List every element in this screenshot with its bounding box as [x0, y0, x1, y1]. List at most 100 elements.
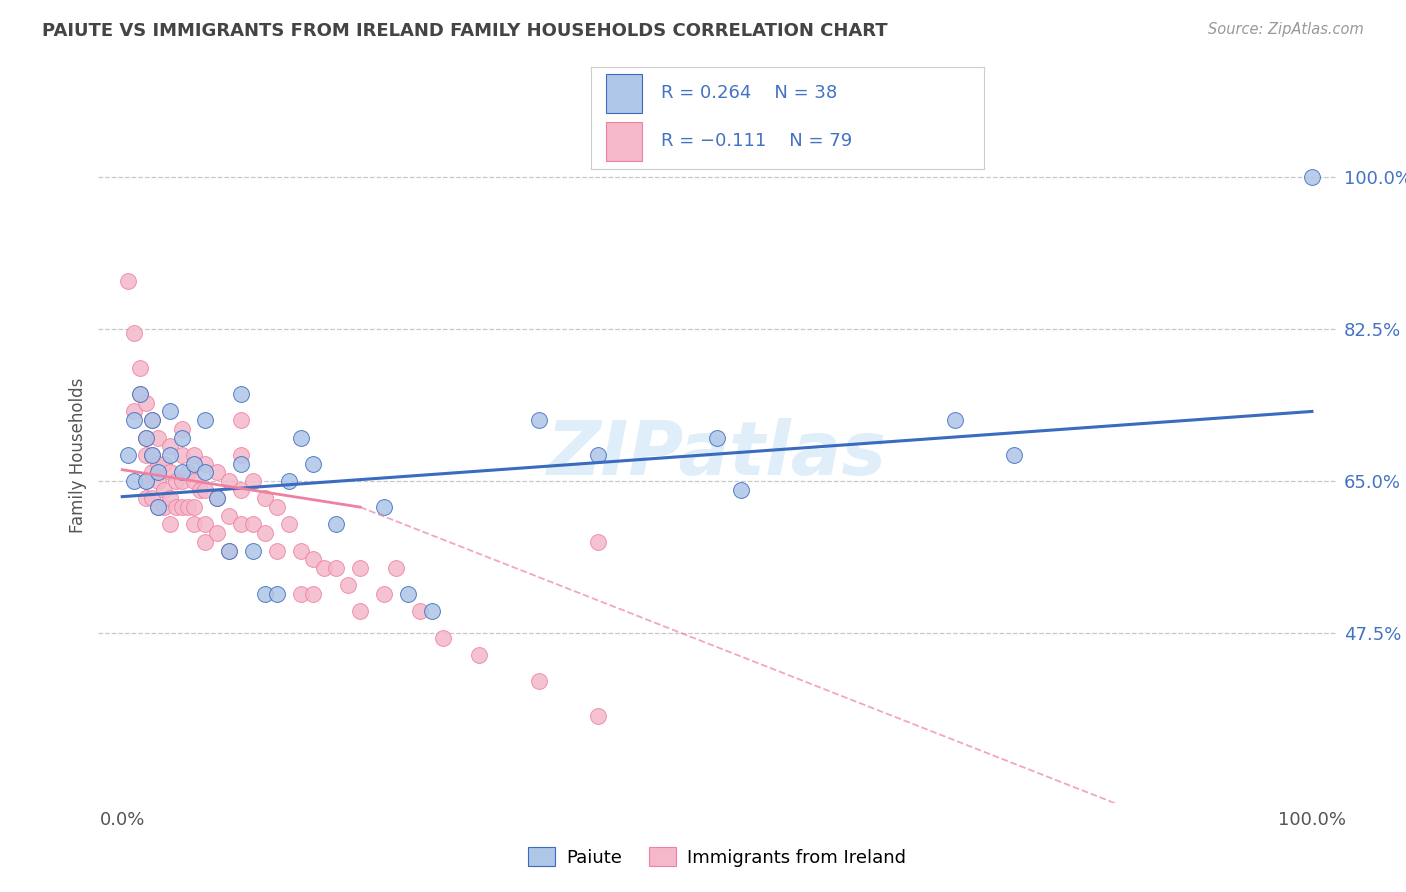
Point — [176, 466, 198, 480]
Point — [408, 605, 430, 619]
Point — [290, 431, 312, 445]
Point — [231, 413, 253, 427]
Point — [527, 674, 550, 689]
Point — [141, 491, 163, 506]
Point — [117, 448, 139, 462]
Point — [373, 500, 395, 514]
Point — [432, 631, 454, 645]
Point — [183, 500, 205, 514]
Point — [159, 491, 181, 506]
Point — [396, 587, 419, 601]
Point — [183, 517, 205, 532]
Text: ZIPatlas: ZIPatlas — [547, 418, 887, 491]
Point — [218, 508, 240, 523]
Point — [218, 543, 240, 558]
Point — [231, 448, 253, 462]
Text: R = −0.111    N = 79: R = −0.111 N = 79 — [661, 132, 852, 150]
Point — [349, 561, 371, 575]
Point — [146, 431, 169, 445]
Point — [146, 457, 169, 471]
Point — [170, 431, 193, 445]
FancyBboxPatch shape — [606, 74, 641, 113]
Point — [207, 491, 229, 506]
Point — [117, 274, 139, 288]
Point — [207, 491, 229, 506]
Point — [231, 517, 253, 532]
Point — [527, 413, 550, 427]
Point — [141, 448, 163, 462]
Point — [129, 387, 152, 401]
Y-axis label: Family Households: Family Households — [69, 377, 87, 533]
Point — [135, 431, 157, 445]
Point — [165, 474, 187, 488]
Point — [207, 466, 229, 480]
Point — [122, 474, 145, 488]
Point — [242, 517, 264, 532]
Point — [301, 552, 323, 566]
Point — [135, 474, 157, 488]
Text: Source: ZipAtlas.com: Source: ZipAtlas.com — [1208, 22, 1364, 37]
Point — [337, 578, 360, 592]
Point — [943, 413, 966, 427]
Point — [207, 526, 229, 541]
Point — [135, 396, 157, 410]
Point — [266, 587, 288, 601]
Point — [314, 561, 336, 575]
Point — [194, 535, 217, 549]
Point — [129, 387, 152, 401]
Point — [253, 587, 276, 601]
Point — [170, 474, 193, 488]
Point — [141, 448, 163, 462]
Point — [153, 500, 176, 514]
Point — [242, 543, 264, 558]
Point — [277, 474, 299, 488]
Point — [266, 500, 288, 514]
Point — [1301, 169, 1323, 184]
Point — [231, 387, 253, 401]
Point — [266, 543, 288, 558]
Point — [146, 466, 169, 480]
Point — [231, 457, 253, 471]
Point — [1004, 448, 1026, 462]
Point — [194, 457, 217, 471]
Point — [325, 517, 347, 532]
Point — [146, 500, 169, 514]
Point — [730, 483, 752, 497]
Point — [183, 474, 205, 488]
Point — [349, 605, 371, 619]
Point — [253, 491, 276, 506]
Point — [165, 500, 187, 514]
Point — [586, 535, 609, 549]
Point — [141, 413, 163, 427]
Point — [135, 431, 157, 445]
Point — [468, 648, 491, 662]
Point — [122, 404, 145, 418]
Point — [586, 448, 609, 462]
Point — [325, 561, 347, 575]
Point — [242, 474, 264, 488]
Point — [135, 491, 157, 506]
Point — [218, 474, 240, 488]
Point — [253, 526, 276, 541]
Point — [141, 466, 163, 480]
Point — [146, 474, 169, 488]
Point — [420, 605, 443, 619]
FancyBboxPatch shape — [606, 122, 641, 161]
Point — [159, 517, 181, 532]
Point — [218, 543, 240, 558]
Point — [290, 587, 312, 601]
Text: PAIUTE VS IMMIGRANTS FROM IRELAND FAMILY HOUSEHOLDS CORRELATION CHART: PAIUTE VS IMMIGRANTS FROM IRELAND FAMILY… — [42, 22, 887, 40]
Point — [194, 413, 217, 427]
Point — [170, 448, 193, 462]
Point — [194, 517, 217, 532]
Point — [153, 483, 176, 497]
Point — [183, 457, 205, 471]
Point — [385, 561, 408, 575]
Point — [706, 431, 728, 445]
Point — [183, 448, 205, 462]
Point — [188, 483, 211, 497]
Point — [135, 448, 157, 462]
Point — [301, 587, 323, 601]
Point — [135, 474, 157, 488]
Point — [194, 466, 217, 480]
